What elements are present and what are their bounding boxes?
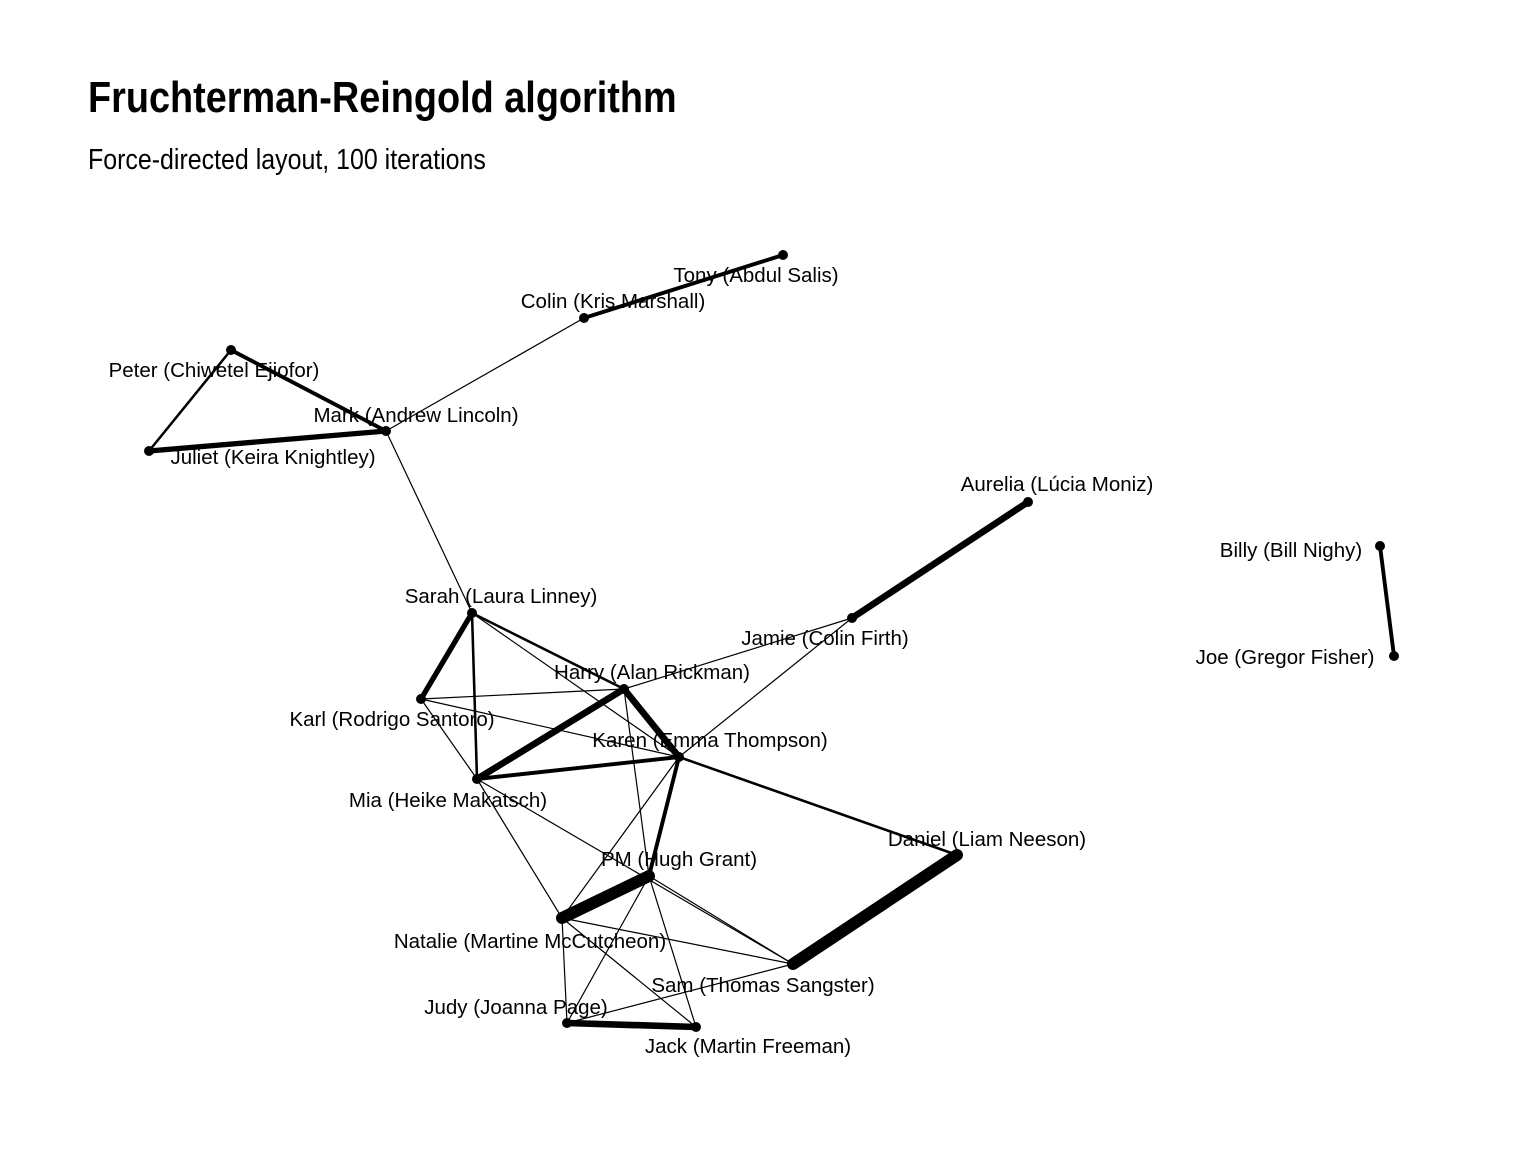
- node-pm: [644, 871, 654, 881]
- node-label-pm: PM (Hugh Grant): [601, 848, 757, 871]
- edge-sarah-harry: [470, 611, 626, 691]
- edge-mia-natalie: [476, 778, 563, 919]
- node-label-peter: Peter (Chiwetel Ejiofor): [109, 359, 320, 382]
- node-label-colin: Colin (Kris Marshall): [521, 290, 706, 313]
- node-harry: [619, 684, 629, 694]
- node-label-sam: Sam (Thomas Sangster): [651, 974, 874, 997]
- node-mark: [381, 426, 391, 436]
- node-aurelia: [1023, 497, 1033, 507]
- diagram-subtitle: Force-directed layout, 100 iterations: [88, 144, 486, 176]
- node-label-daniel: Daniel (Liam Neeson): [888, 828, 1086, 851]
- node-label-billy: Billy (Bill Nighy): [1220, 539, 1362, 562]
- edge-peter-juliet: [147, 348, 233, 453]
- labels-layer: Tony (Abdul Salis) Colin (Kris Marshall) P…: [109, 264, 1375, 1058]
- edge-karl-mia: [420, 698, 478, 780]
- edge-colin-tony: [582, 253, 785, 320]
- edge-karen-jamie: [678, 617, 853, 758]
- node-label-natalie: Natalie (Martine McCutcheon): [394, 930, 666, 953]
- edge-pm-jack: [648, 875, 697, 1028]
- node-label-sarah: Sarah (Laura Linney): [405, 585, 598, 608]
- edge-karen-pm: [647, 755, 681, 878]
- edge-daniel-sam: [787, 849, 963, 970]
- edge-harry-pm: [623, 688, 650, 877]
- edge-harry-jamie: [623, 617, 853, 690]
- edge-billy-joe: [1378, 544, 1396, 658]
- edge-sarah-karl: [418, 610, 475, 702]
- edge-karl-harry: [420, 688, 625, 700]
- node-juliet: [144, 446, 154, 456]
- edge-harry-mia: [473, 685, 628, 783]
- edge-juliet-mark: [146, 428, 389, 454]
- node-jamie: [847, 613, 857, 623]
- edge-natalie-judy: [561, 917, 568, 1024]
- edge-mia-sam: [476, 778, 794, 965]
- diagram-title: Fruchterman-Reingold algorithm: [88, 73, 677, 122]
- edge-jamie-aurelia: [848, 498, 1032, 622]
- edge-peter-mark: [229, 348, 388, 433]
- node-label-jack: Jack (Martin Freeman): [645, 1035, 851, 1058]
- edge-judy-sam: [566, 963, 794, 1024]
- edge-natalie-sam: [561, 917, 794, 965]
- node-label-jamie: Jamie (Colin Firth): [741, 627, 908, 650]
- node-joe: [1389, 651, 1399, 661]
- node-mia: [472, 774, 482, 784]
- edge-judy-jack: [563, 1019, 700, 1031]
- node-label-karen: Karen (Emma Thompson): [592, 729, 827, 752]
- node-jack: [691, 1022, 701, 1032]
- edge-mark-colin: [385, 317, 585, 432]
- node-label-karl: Karl (Rodrigo Santoro): [289, 708, 494, 731]
- edge-karl-karen: [420, 698, 680, 758]
- node-natalie: [557, 913, 567, 923]
- edge-karen-daniel: [677, 755, 959, 857]
- node-judy: [562, 1018, 572, 1028]
- node-label-tony: Tony (Abdul Salis): [673, 264, 838, 287]
- node-karen: [674, 752, 684, 762]
- node-peter: [226, 345, 236, 355]
- edge-sarah-karen: [471, 612, 680, 758]
- edge-harry-karen: [620, 685, 683, 761]
- nodes-layer: [144, 250, 1399, 1032]
- node-billy: [1375, 541, 1385, 551]
- edge-karen-natalie: [561, 756, 680, 919]
- node-label-juliet: Juliet (Keira Knightley): [170, 446, 375, 469]
- node-label-aurelia: Aurelia (Lúcia Moniz): [961, 473, 1154, 496]
- node-label-mia: Mia (Heike Makatsch): [349, 789, 547, 812]
- edge-pm-judy: [566, 875, 650, 1024]
- edge-pm-sam: [648, 875, 794, 965]
- edges-layer: [146, 253, 1396, 1031]
- node-colin: [579, 313, 589, 323]
- node-daniel: [952, 850, 962, 860]
- node-sarah: [467, 608, 477, 618]
- node-sam: [788, 959, 798, 969]
- edge-mark-sarah: [385, 430, 473, 614]
- edge-pm-natalie: [556, 870, 655, 924]
- node-label-judy: Judy (Joanna Page): [424, 996, 607, 1019]
- edge-natalie-jack: [561, 917, 697, 1028]
- node-label-harry: Harry (Alan Rickman): [554, 661, 750, 684]
- node-label-mark: Mark (Andrew Lincoln): [313, 404, 518, 427]
- edge-karen-mia: [475, 755, 681, 781]
- node-karl: [416, 694, 426, 704]
- node-tony: [778, 250, 788, 260]
- node-label-joe: Joe (Gregor Fisher): [1196, 646, 1375, 669]
